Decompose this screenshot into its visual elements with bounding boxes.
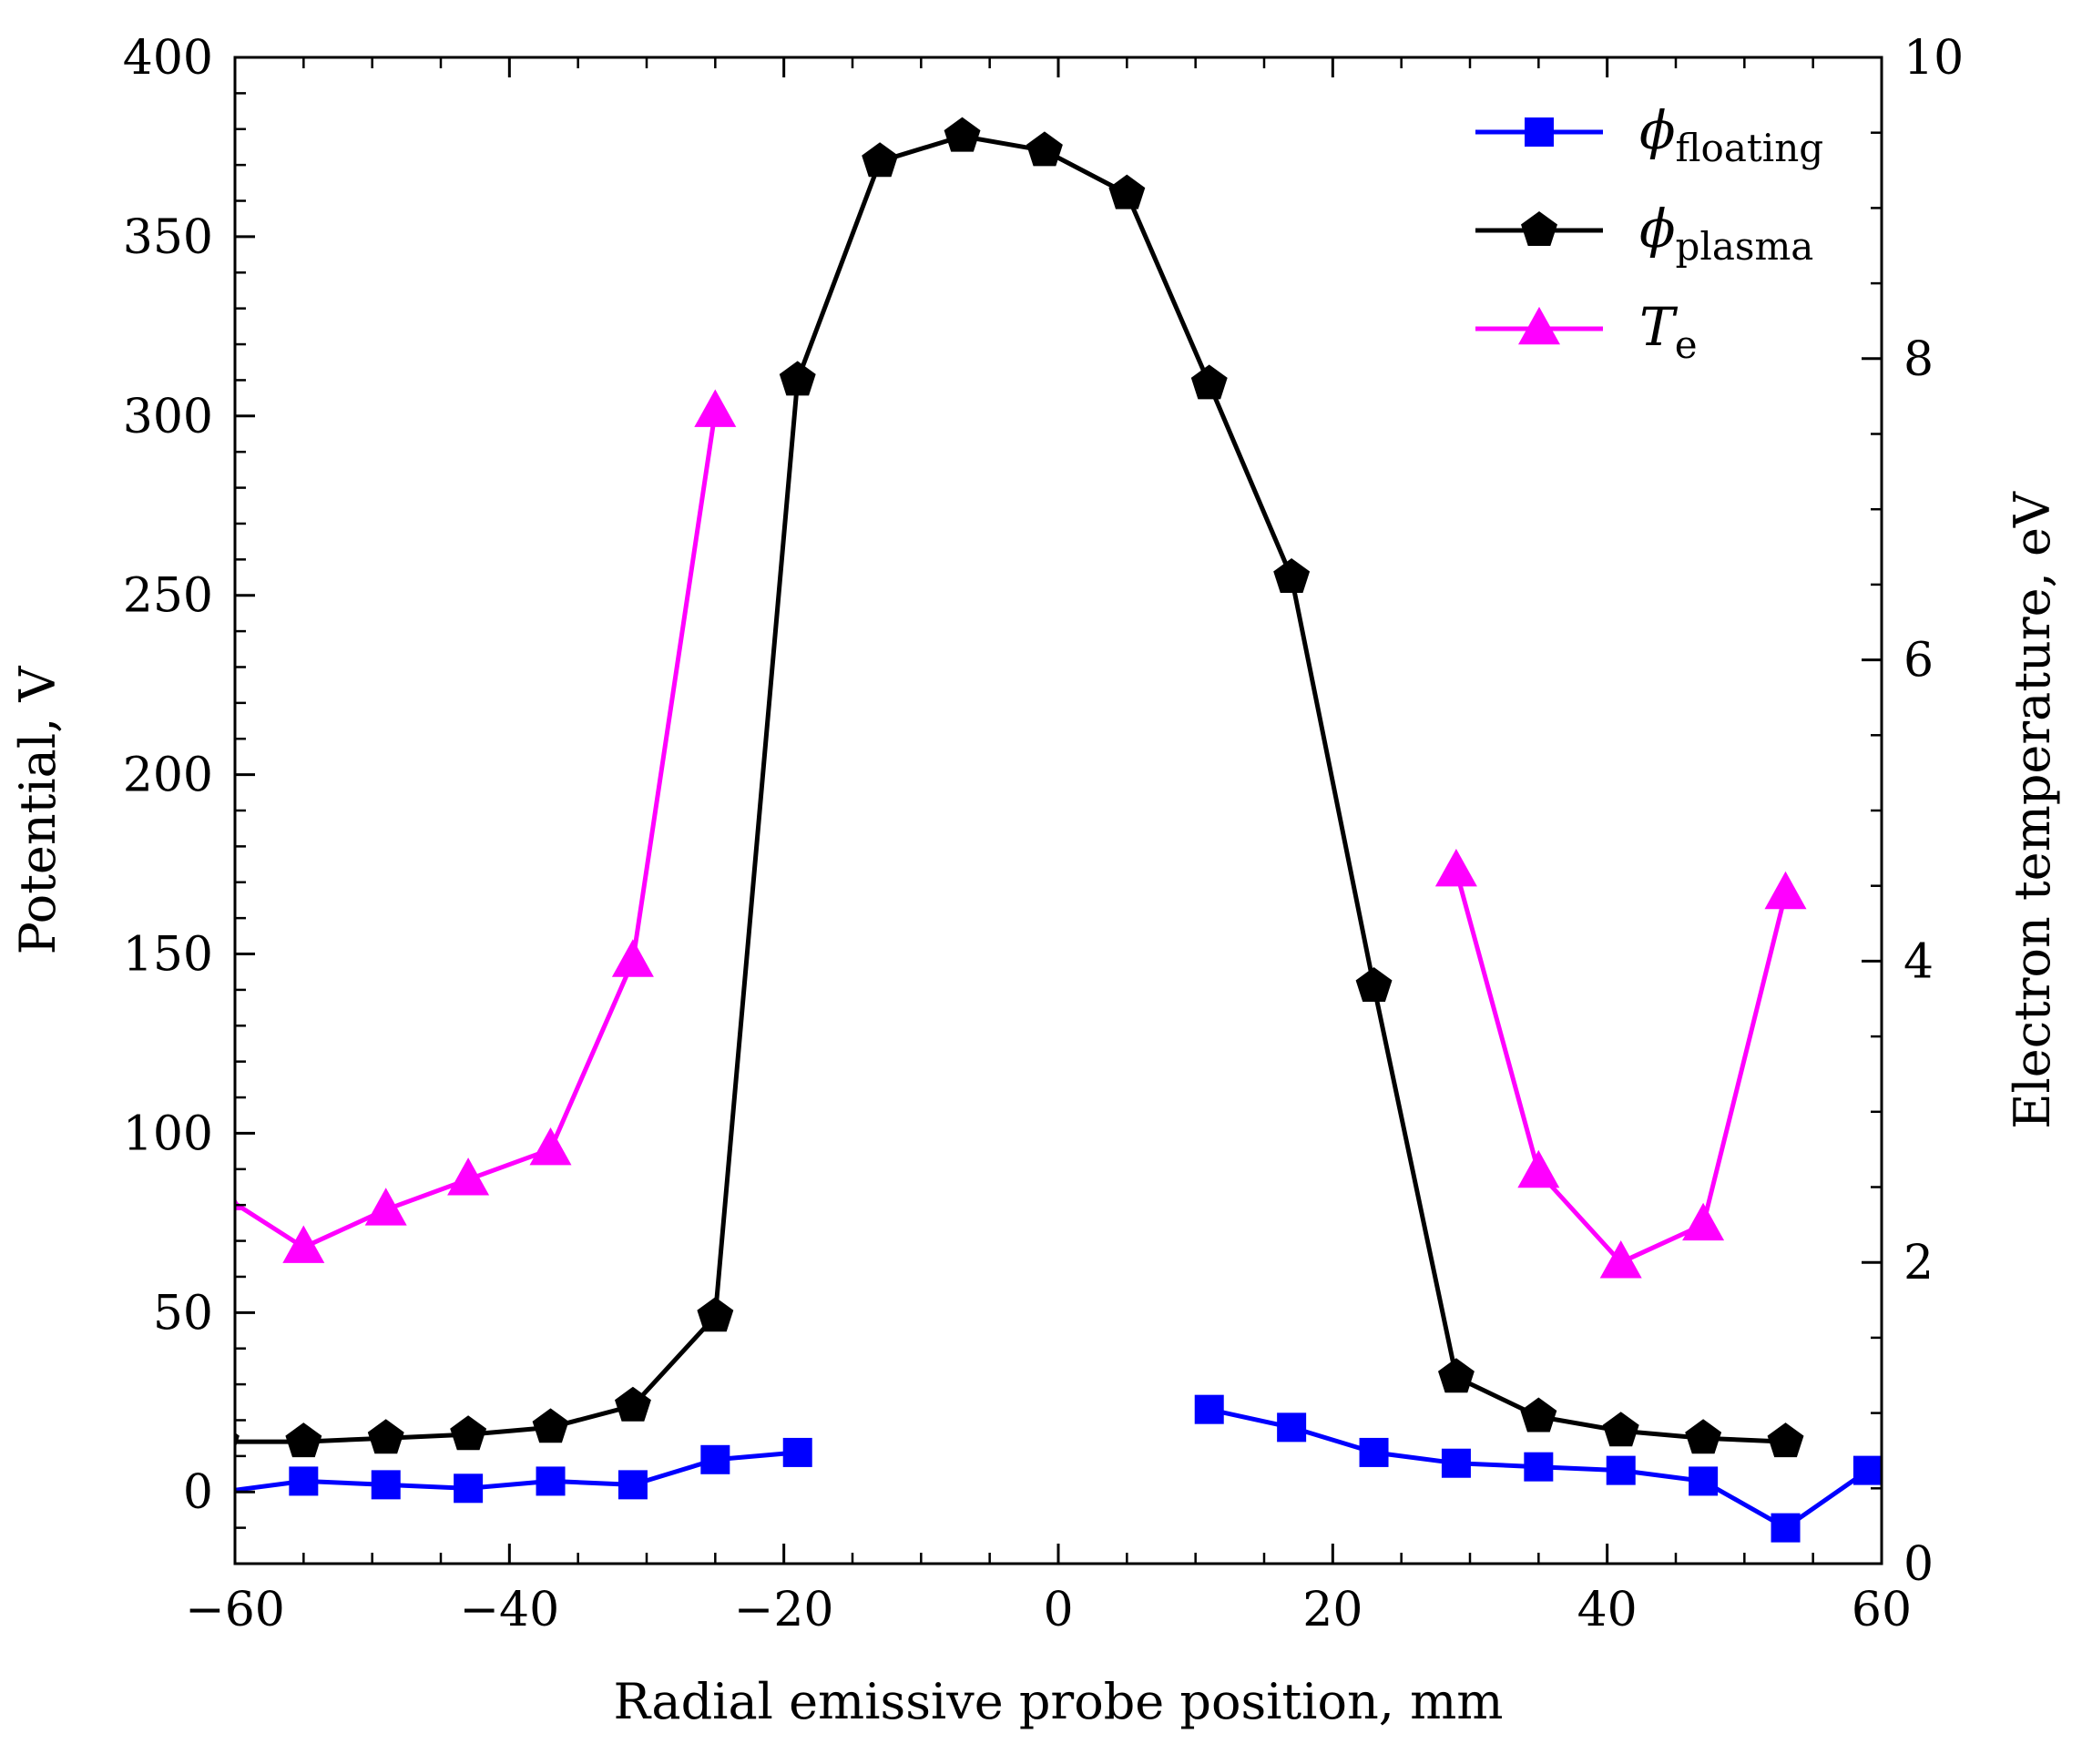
series-line-Te-0 [235,411,718,1250]
data-point-plasma [615,1386,651,1422]
data-point-floating [782,1437,812,1467]
data-point-floating [371,1470,401,1500]
data-point-plasma [1438,1358,1475,1393]
data-point-plasma [862,142,899,178]
x-tick-label: −40 [459,1583,559,1637]
data-point-Te [1434,849,1477,887]
data-point-Te [529,1127,572,1166]
data-point-floating [1359,1437,1389,1467]
legend-symbol: T [1639,296,1679,358]
data-point-plasma [532,1408,569,1443]
series-layer [235,117,1882,1543]
legend-subscript: floating [1676,126,1824,170]
data-point-plasma [1602,1412,1639,1447]
y-tick-label: 150 [123,928,213,983]
y-tick-label: 200 [123,749,213,803]
data-point-Te [694,389,737,427]
data-point-Te [1764,871,1807,910]
x-tick-label: 20 [1302,1583,1362,1637]
y2-tick-label: 6 [1903,634,1934,688]
data-point-floating [1852,1455,1882,1485]
y2-tick-label: 2 [1903,1236,1934,1290]
data-point-Te [1599,1240,1642,1279]
tick-layer: −60 −40 −20 0 20 40 60050100150200250300350400… [123,31,1964,1637]
data-point-Te [1517,1149,1560,1188]
legend-marker-floating [1525,117,1554,147]
plot-frame [233,56,1883,1565]
data-point-floating [700,1444,730,1474]
data-point-Te [235,1197,242,1210]
x-axis-title: Radial emissive probe position, mm [614,1673,1504,1730]
x-tick-label: 40 [1577,1583,1638,1637]
data-point-floating [1524,1452,1554,1482]
legend-subscript: plasma [1676,224,1814,269]
data-point-floating [536,1466,566,1496]
x-tick-label: −20 [734,1583,834,1637]
data-point-floating [1771,1513,1801,1543]
data-point-plasma [944,117,981,152]
x-tick-label: 0 [1043,1583,1073,1637]
data-point-plasma [1273,558,1311,593]
legend-subscript: e [1675,322,1698,367]
data-point-plasma [1190,364,1228,400]
legend-marker-Te [1518,306,1560,345]
data-point-floating [1689,1466,1719,1496]
y2-tick-label: 4 [1903,934,1934,989]
y-tick-label: 50 [153,1286,213,1341]
legend-label-Te: Te [1639,296,1698,367]
legend-label-floating: ϕfloating [1639,99,1823,170]
data-point-plasma [285,1422,322,1458]
y2-tick-label: 10 [1903,31,1964,86]
legend-marker-plasma [1521,211,1557,246]
data-point-plasma [1767,1422,1804,1458]
y-tick-label: 250 [123,569,213,624]
data-point-Te [282,1225,325,1263]
data-point-plasma [450,1415,487,1451]
data-point-floating [1194,1394,1224,1424]
data-point-floating [1277,1412,1307,1443]
y-tick-label: 100 [123,1106,213,1161]
y2-axis-title: Electron temperature, eV [2004,491,2061,1129]
y-tick-label: 350 [123,210,213,265]
y-tick-label: 0 [183,1465,213,1520]
data-point-Te [364,1188,407,1226]
plot-area [235,117,1882,1543]
data-point-floating [617,1470,648,1500]
data-point-plasma [779,361,816,396]
x-tick-label: 60 [1852,1583,1912,1637]
data-point-plasma [367,1419,404,1454]
legend-symbol: ϕ [1639,198,1676,260]
y-tick-label: 300 [123,390,213,444]
data-point-floating [1441,1448,1471,1478]
data-point-floating [289,1466,319,1496]
legend-label-plasma: ϕplasma [1639,198,1813,269]
data-point-plasma [1108,174,1146,209]
y2-tick-label: 0 [1903,1537,1934,1592]
data-point-plasma [1026,131,1063,167]
data-point-plasma [1685,1419,1722,1454]
data-point-Te [611,939,654,977]
data-point-Te [1682,1202,1725,1241]
data-point-plasma [1355,967,1393,1002]
frame-layer [233,56,1883,1565]
x-tick-label: −60 [185,1583,285,1637]
data-point-floating [454,1473,484,1504]
data-point-plasma [697,1297,734,1332]
data-point-plasma [1520,1397,1557,1433]
legend-symbol: ϕ [1639,99,1676,161]
y-axis-title: Potential, V [9,666,66,955]
data-point-Te [447,1157,490,1196]
data-point-floating [1606,1455,1636,1485]
series-line-Te-1 [1454,870,1788,1265]
y-tick-label: 400 [123,31,213,86]
y2-tick-label: 8 [1903,332,1934,387]
